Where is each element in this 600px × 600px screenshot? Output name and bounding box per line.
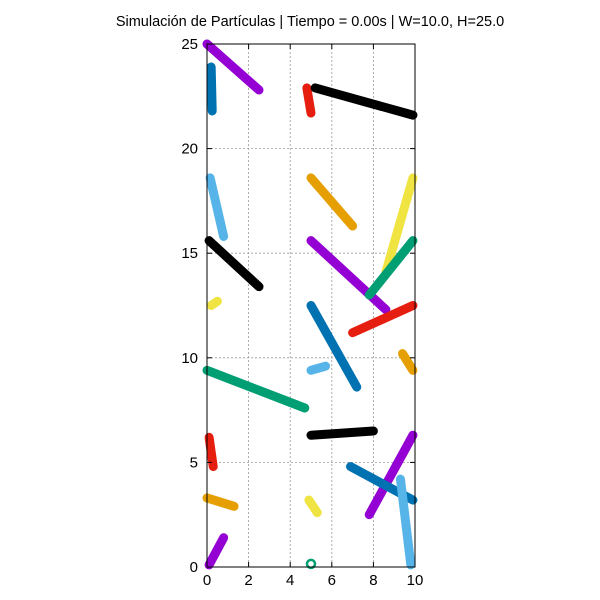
y-tick-label: 15 bbox=[181, 245, 198, 262]
particle-segment-green bbox=[202, 365, 310, 413]
particle-segment-black bbox=[306, 426, 378, 440]
plot-frame bbox=[206, 43, 416, 568]
particle-layer bbox=[202, 39, 418, 570]
particle-segment-purple bbox=[202, 39, 264, 95]
particle-segment-lightblue bbox=[395, 474, 416, 570]
particle-segment-lightblue bbox=[306, 361, 331, 375]
particle-segment-blue bbox=[306, 301, 362, 392]
particle-segment-blue bbox=[206, 62, 217, 116]
particle-segment-purple bbox=[204, 533, 229, 570]
particle-segment-orange bbox=[306, 173, 358, 231]
particle-segment-red bbox=[204, 432, 218, 472]
x-tick-label: 0 bbox=[203, 572, 211, 589]
particle-segment-yellow bbox=[304, 495, 322, 518]
particle-segment-yellow bbox=[206, 296, 222, 310]
chart-title: Simulación de Partículas | Tiempo = 0.00… bbox=[116, 14, 504, 30]
y-tick-label: 5 bbox=[190, 454, 198, 471]
x-tick-label: 6 bbox=[328, 572, 336, 589]
particle-segment-orange bbox=[202, 493, 239, 511]
x-tick-label: 4 bbox=[286, 572, 294, 589]
axis-ticks: 0 2 4 6 8 10 0 5 10 15 20 25 bbox=[181, 36, 423, 589]
particle-segment-green bbox=[364, 236, 418, 300]
x-tick-label: 8 bbox=[369, 572, 377, 589]
y-tick-label: 20 bbox=[181, 141, 198, 158]
y-tick-label: 10 bbox=[181, 350, 198, 367]
particle-segment-black bbox=[204, 236, 264, 292]
particle-segment-purple bbox=[306, 236, 391, 315]
particle-segment-red bbox=[348, 301, 418, 338]
x-tick-label: 10 bbox=[407, 572, 424, 589]
particle-segment-black bbox=[310, 83, 418, 120]
y-tick-label: 25 bbox=[181, 36, 198, 53]
grid bbox=[207, 44, 415, 567]
particle-segment-purple bbox=[364, 430, 418, 520]
particle-segment-red bbox=[302, 83, 316, 118]
x-tick-label: 2 bbox=[244, 572, 252, 589]
particle-segment-orange bbox=[398, 349, 418, 375]
particle-segment-yellow bbox=[381, 173, 418, 277]
particle-ring-marker bbox=[305, 558, 317, 570]
y-tick-label: 0 bbox=[190, 559, 198, 576]
particle-segment-lightblue bbox=[205, 173, 229, 241]
